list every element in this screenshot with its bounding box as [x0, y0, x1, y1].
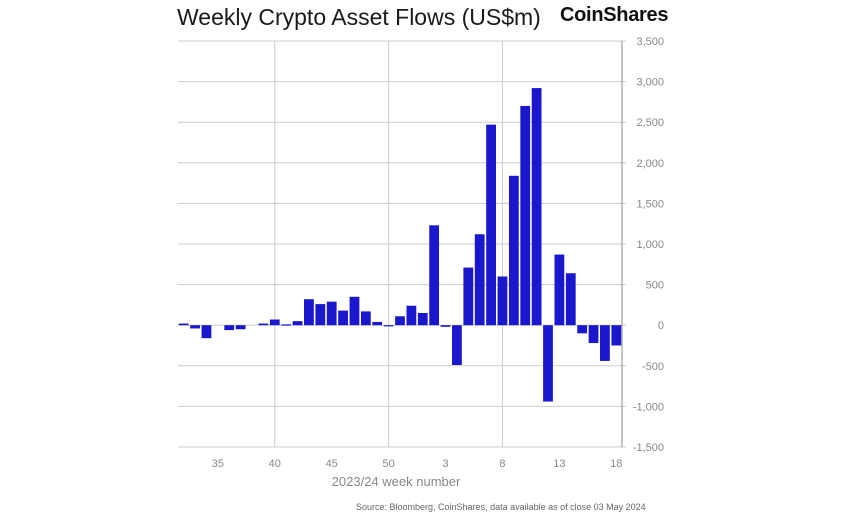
y-tick-label: 1,000	[636, 239, 664, 251]
x-tick-label: 40	[269, 458, 281, 470]
bar-week-2	[429, 225, 440, 326]
axis-layer: 3,500 3,000 2,500 2,000 1,500 1,000 500 0 -500 -1…	[212, 36, 664, 470]
y-tick-label: 2,500	[636, 117, 664, 129]
bar-week-17	[600, 325, 610, 361]
bar-week-3	[440, 325, 451, 327]
bar-week-39	[258, 323, 269, 326]
x-tick-label: 13	[553, 458, 565, 470]
bar-week-50	[383, 325, 394, 327]
bar-week-11	[531, 88, 542, 326]
x-tick-label: 8	[499, 458, 505, 470]
bar-week-51	[395, 316, 405, 326]
x-tick-label: 18	[610, 458, 622, 470]
bar-week-43	[304, 299, 314, 326]
y-tick-label: 1,500	[636, 198, 664, 210]
y-tick-label: 0	[658, 320, 664, 332]
bar-week-41	[281, 324, 292, 326]
bar-week-42	[292, 321, 303, 326]
bar-week-44	[315, 304, 326, 326]
x-axis-label: 2023/24 week number	[332, 474, 461, 489]
y-tick-label: -500	[642, 361, 664, 373]
bar-week-8	[497, 276, 508, 326]
bar-week-5	[463, 267, 474, 326]
x-tick-label: 50	[382, 458, 394, 470]
bar-week-47	[349, 296, 360, 326]
source-note: Source: Bloomberg, CoinShares, data avai…	[356, 502, 646, 512]
y-tick-label: -1,000	[633, 401, 664, 413]
bar-week-48	[360, 311, 371, 326]
bar-week-1	[417, 313, 428, 326]
bar-week-16	[588, 325, 599, 344]
bar-week-13	[554, 254, 565, 326]
y-tick-label: -1,500	[633, 442, 664, 454]
bar-week-12	[543, 325, 553, 402]
x-tick-label: 45	[326, 458, 338, 470]
x-tick-label: 35	[212, 458, 224, 470]
bar-week-45	[326, 301, 337, 326]
bar-week-18	[611, 325, 622, 346]
bar-week-33	[190, 325, 200, 329]
bar-week-34	[201, 325, 212, 339]
bar-layer	[178, 88, 622, 402]
y-tick-label: 500	[646, 280, 664, 292]
bar-week-46	[338, 310, 348, 326]
y-tick-label: 3,500	[636, 36, 664, 48]
x-tick-label: 3	[442, 458, 448, 470]
bar-week-15	[577, 325, 588, 334]
bar-week-52	[406, 305, 417, 326]
bar-week-4	[452, 325, 462, 365]
bar-week-36	[224, 325, 235, 331]
grid-layer	[178, 40, 626, 448]
bar-week-49	[372, 321, 383, 326]
bar-week-37	[235, 325, 246, 330]
bar-week-32	[178, 323, 189, 326]
bar-week-7	[486, 124, 496, 326]
bar-week-6	[474, 234, 485, 326]
y-tick-label: 2,000	[636, 158, 664, 170]
chart-title: Weekly Crypto Asset Flows (US$m)	[177, 4, 541, 30]
bar-week-14	[565, 273, 576, 326]
y-tick-label: 3,000	[636, 77, 664, 89]
bar-week-9	[508, 175, 519, 326]
coinshares-logo: CoinShares	[560, 4, 669, 26]
bar-week-40	[269, 319, 280, 326]
bar-week-10	[520, 105, 531, 326]
